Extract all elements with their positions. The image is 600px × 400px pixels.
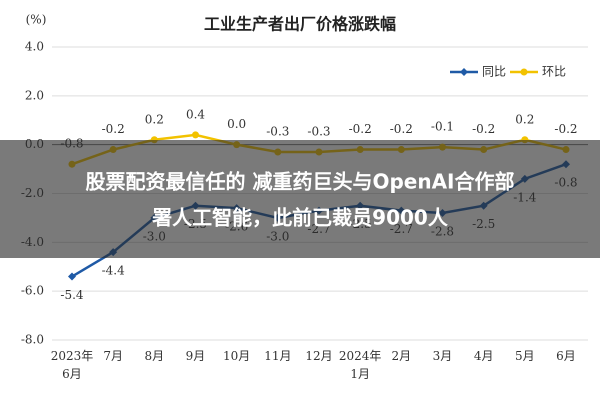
point — [68, 272, 76, 281]
x-tick-label: 6月 — [556, 349, 576, 363]
data-label: -5.4 — [60, 288, 84, 302]
y-tick-label: -8.0 — [21, 333, 44, 347]
y-axis-label: (%) — [26, 13, 47, 27]
data-label: -0.2 — [349, 122, 372, 136]
data-label: -0.1 — [431, 120, 454, 134]
x-tick-label: 5月 — [515, 349, 535, 363]
data-label: -0.3 — [307, 124, 330, 138]
data-label: -0.2 — [390, 122, 413, 136]
data-label: 0.2 — [515, 112, 534, 126]
x-tick-label: 7月 — [103, 349, 123, 363]
data-label: -0.2 — [472, 122, 495, 136]
y-tick-label: 2.0 — [25, 88, 44, 102]
data-label: 0.2 — [145, 112, 164, 126]
banner-text: 股票配资最信任的 减重药巨头与OpenAI合作部 — [85, 170, 514, 194]
legend-marker — [520, 68, 528, 76]
y-tick-label: -6.0 — [21, 284, 44, 298]
data-label: -0.3 — [266, 124, 289, 138]
x-tick-label: 9月 — [186, 349, 206, 363]
legend-label: 同比 — [482, 65, 506, 79]
x-tick-label: 11月 — [264, 349, 291, 363]
y-tick-label: 4.0 — [25, 40, 44, 54]
chart-title: 工业生产者出厂价格涨跌幅 — [204, 15, 396, 34]
data-label: -0.2 — [554, 122, 577, 136]
x-tick-label: 12月 — [305, 349, 332, 363]
x-tick-label: 10月 — [223, 349, 250, 363]
data-label: 0.0 — [227, 117, 246, 131]
banner-text: 署人工智能，此前已裁员9000人 — [152, 206, 449, 230]
x-tick-label: 3月 — [433, 349, 453, 363]
data-label: -4.4 — [102, 264, 126, 278]
x-tick-label: 4月 — [474, 349, 494, 363]
point — [192, 131, 199, 139]
x-tick-label: 8月 — [145, 349, 165, 363]
x-tick-label: 2023年 6月 — [51, 349, 94, 381]
legend-marker — [460, 68, 468, 76]
data-label: 0.4 — [186, 107, 205, 121]
x-tick-label: 2月 — [392, 349, 412, 363]
x-tick-label: 2024年 1月 — [339, 349, 382, 381]
data-label: -0.2 — [102, 122, 125, 136]
legend-label: 环比 — [542, 65, 566, 79]
banner-bg — [0, 140, 600, 258]
